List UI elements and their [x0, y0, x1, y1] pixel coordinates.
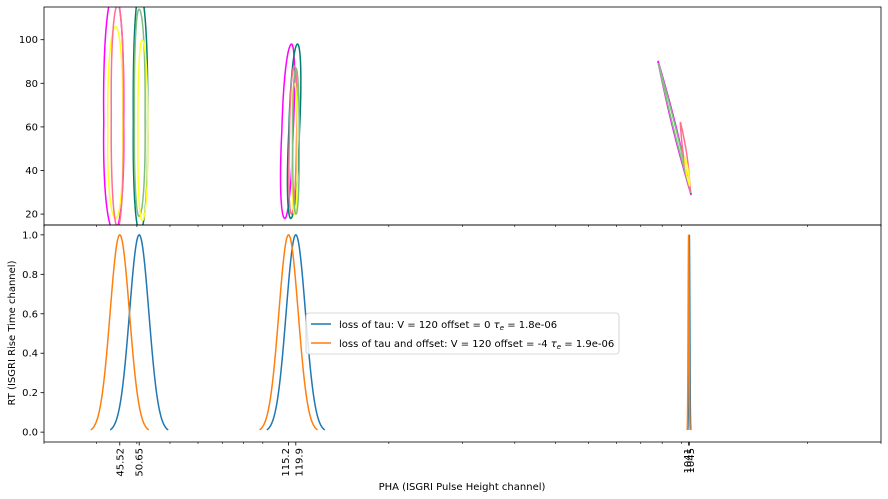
legend-label-suffix: = 1.8e-06 [504, 320, 557, 331]
contour-c1-inner [106, 25, 124, 220]
top-y-tick-label: 20 [25, 210, 38, 221]
series-2-peak-3 [686, 234, 691, 431]
legend-label-prefix: loss of tau: V = 120 offset = 0 [339, 320, 494, 331]
y-axis-label: RT (ISGRI Rise Time channel) [7, 260, 18, 405]
contour-c3-mid [679, 121, 692, 191]
top-y-tick-label: 100 [19, 35, 38, 46]
series-2-peak-2 [259, 234, 318, 431]
legend-label-prefix: loss of tau and offset: V = 120 offset =… [339, 339, 551, 350]
bottom-y-tick-label: 0.4 [22, 349, 38, 360]
top-panel-contour: 20 40 60 80 100 [19, 6, 882, 227]
bottom-y-ticks: 0.0 0.2 0.4 0.6 0.8 1.0 [22, 230, 44, 439]
bottom-y-tick-label: 0.2 [22, 388, 38, 399]
contour-group [102, 7, 692, 225]
bottom-x-tick-label: 119.9 [294, 448, 305, 477]
bottom-x-tick-label: 115.2 [281, 448, 292, 477]
top-y-ticks: 20 40 60 80 100 [19, 35, 44, 221]
contour-c2-inner [291, 82, 299, 216]
line-series-group [90, 234, 692, 431]
contour-c3-inner [684, 156, 691, 187]
legend: loss of tau: V = 120 offset = 0 τe = 1.8… [305, 312, 620, 355]
bottom-x-tick-label: 50.65 [135, 448, 146, 477]
contour-c1-mid [110, 7, 125, 225]
bottom-x-tick-label: 45.52 [115, 448, 126, 477]
series-1-peak-2 [266, 234, 326, 431]
bottom-y-tick-label: 0.8 [22, 270, 38, 281]
bottom-y-tick-label: 1.0 [22, 230, 38, 241]
top-y-tick-label: 40 [25, 166, 38, 177]
legend-box [305, 312, 620, 355]
x-axis-label: PHA (ISGRI Pulse Height channel) [379, 482, 546, 493]
legend-entry-series-1: loss of tau: V = 120 offset = 0 τe = 1.8… [339, 320, 557, 332]
contour-c1-shift-inner [137, 38, 149, 222]
series-2-peak-1 [90, 234, 150, 431]
top-y-tick-label: 60 [25, 122, 38, 133]
bottom-y-tick-label: 0.0 [22, 428, 38, 439]
contour-c2-shift-mid [291, 67, 300, 216]
legend-label-suffix: = 1.9e-06 [561, 339, 614, 350]
bottom-x-tick-label: 1041 [683, 448, 694, 473]
top-y-tick-label: 80 [25, 79, 38, 90]
series-1-peak-1 [109, 234, 169, 431]
bottom-x-tick-label: 1045 [686, 448, 697, 473]
contour-c3-shift [657, 62, 692, 194]
contour-c1-shift-mid [133, 8, 146, 218]
bottom-y-tick-label: 0.6 [22, 309, 38, 320]
legend-entry-series-2: loss of tau and offset: V = 120 offset =… [339, 339, 614, 351]
bottom-panel-line: 0.0 0.2 0.4 0.6 0.8 1.0 45.52 50.65 115.2 119.9 1… [22, 224, 882, 477]
